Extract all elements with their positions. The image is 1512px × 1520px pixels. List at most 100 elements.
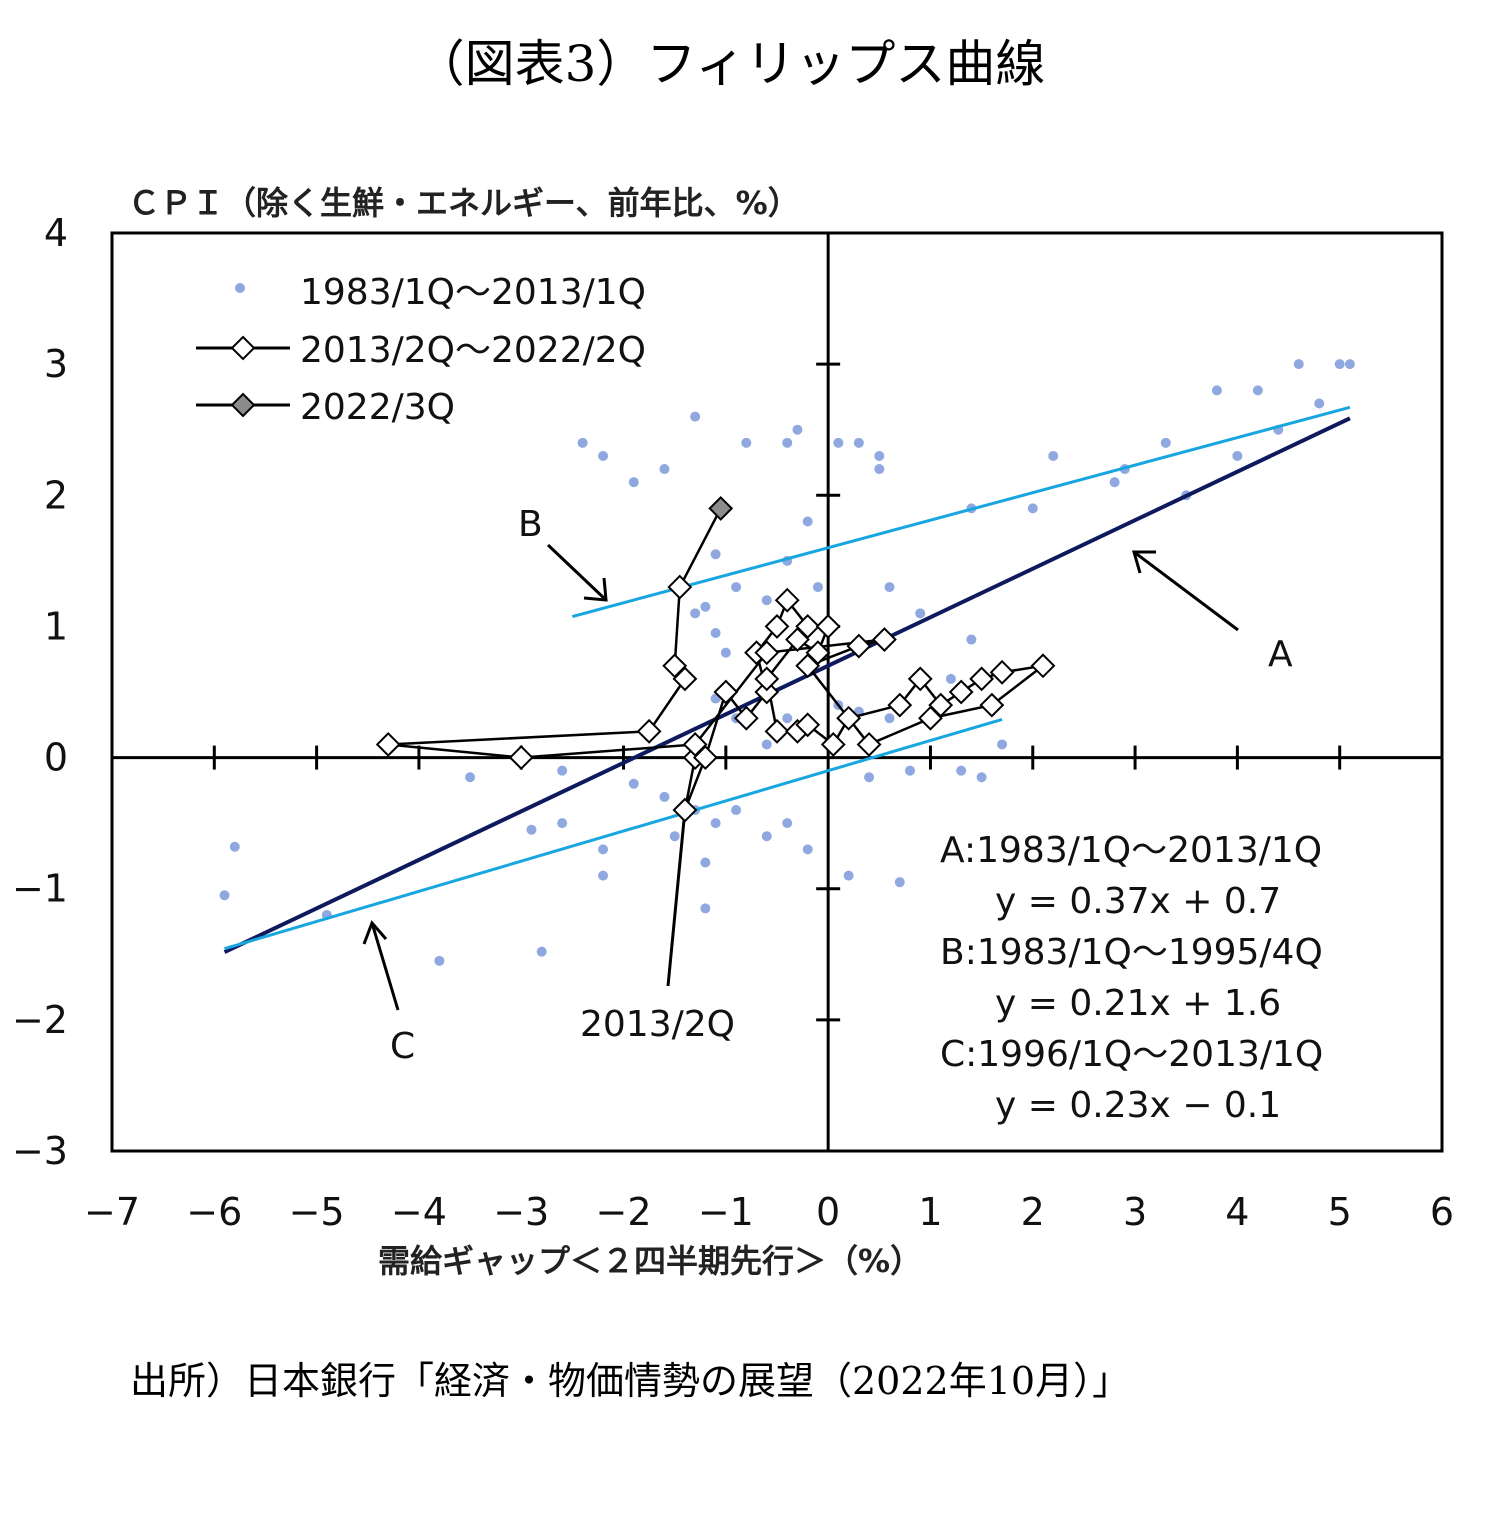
y-tick-label: 3 [44,342,68,386]
scatter-point [1027,503,1038,514]
arrowhead-C [362,920,388,945]
scatter-point [557,818,568,829]
regression-line-C [224,717,1003,951]
scatter-point [628,778,639,789]
legend: 1983/1Q〜2013/1Q 2013/2Q〜2022/2Q 2022/3Q [196,272,646,428]
x-tick-label: −1 [698,1190,754,1234]
source-note: 出所）日本銀行「経済・物価情勢の展望（2022年10月）」 [130,1359,1131,1403]
scatter-point [628,477,639,488]
path-marker [764,718,790,744]
legend-latest-label: 2022/3Q [300,387,455,428]
equation-A-label: A:1983/1Q〜2013/1Q [940,830,1322,871]
path-marker [667,574,693,600]
path-marker [754,666,780,692]
path-marker [846,633,872,659]
scatter-point [905,765,915,776]
scatter-point [966,634,977,645]
path-marker [907,666,933,692]
scatter-point [536,946,547,957]
path-marker [733,705,759,731]
scatter-point [1048,450,1059,461]
x-tick-label: −7 [84,1190,140,1234]
scatter-point [956,765,967,776]
scatter-point [434,955,445,966]
x-tick-label: 4 [1225,1190,1249,1234]
scatter-point [853,437,864,448]
scatter-point [1252,385,1263,396]
path-marker [754,640,780,666]
scatter-point [802,516,813,527]
path-marker [918,705,943,731]
scatter-point [1232,450,1243,461]
scatter-point [700,601,711,612]
x-tick-label: −2 [596,1190,652,1234]
x-tick-label: 3 [1123,1190,1147,1234]
path-marker [375,732,401,757]
path-marker [948,679,974,705]
annotation-A: A [1268,634,1293,675]
arrowhead-B [583,577,608,602]
scatter-point [884,582,895,593]
plot-frame [110,231,1444,1153]
path-marker [856,732,882,757]
legend-latest-marker [230,392,256,418]
latest-point-marker [708,495,734,521]
scatter-point [782,713,793,724]
y-tick-label: 1 [44,604,68,648]
scatter-point [915,608,926,619]
scatter-point [843,870,854,881]
scatter-point [894,877,905,888]
scatter-point [782,818,793,829]
path-marker [764,614,790,639]
scatter-point [690,608,701,619]
scatter-point [219,890,230,901]
scatter-point [1160,437,1171,448]
path-marker [774,587,800,613]
scatter-point [864,772,875,783]
scatter-point [229,841,240,852]
path-marker [989,659,1015,685]
annotation-C: C [390,1026,415,1067]
scatter-point [945,673,956,684]
y-tick-label: −3 [12,1129,68,1173]
x-tick-label: −3 [493,1190,549,1234]
path-marker [820,732,846,757]
scatter-point [1344,359,1355,370]
annotation-B: B [518,504,543,545]
phillips-curve-chart: ＣＰＩ（除く生鮮・エネルギー、前年比、%） −7 −6 −5 −4 −3 −2 −1 0 1 2 3… [12,184,1454,1280]
equation-C-label: C:1996/1Q〜2013/1Q [940,1034,1323,1075]
scatter-point [731,805,742,816]
scatter-point [598,450,609,461]
path-marker [636,718,662,744]
y-tick-label: 0 [44,736,68,780]
legend-path-label: 2013/2Q〜2022/2Q [300,330,646,371]
scatter-point [731,582,742,593]
y-tick-label: 2 [44,473,68,517]
regression-lines [223,405,1351,954]
scatter-point [874,464,885,475]
path-marker [754,679,780,705]
scatter-point [1314,398,1325,409]
y-tick-label: 4 [44,211,68,255]
tick-labels: −7 −6 −5 −4 −3 −2 −1 0 1 2 3 4 5 6 4 3 2 1 0 −1 −2 −3 [12,211,1454,1234]
x-axis-label: 需給ギャップ＜２四半期先行＞（%） [378,1242,922,1280]
scatter-point [690,411,701,422]
scatter-point [761,831,772,842]
x-tick-label: −5 [289,1190,345,1234]
annotation-start: 2013/2Q [580,1004,735,1045]
scatter-point [465,772,476,783]
path-marker [887,692,913,718]
scatter-point [669,831,680,842]
scatter-point [659,791,670,802]
scatter-point [700,857,711,868]
path-marker [815,614,841,639]
scatter-point [700,903,711,914]
path-marker [1030,653,1056,679]
scatter-point [874,450,885,461]
regression-line-B [571,405,1351,619]
path-marker [662,653,688,679]
scatter-point [557,765,568,776]
scatter-point [1109,477,1120,488]
arrow-start [666,819,686,987]
scatter-point [577,437,588,448]
